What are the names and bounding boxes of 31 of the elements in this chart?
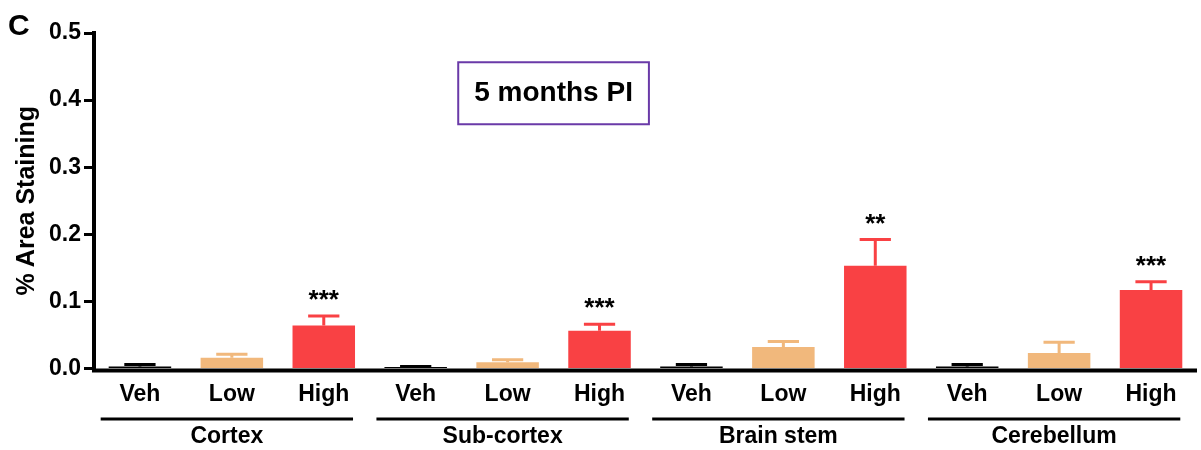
y-tick-label: 0.5 (48, 18, 82, 45)
x-tick-label: High (573, 379, 626, 406)
y-tick-label: 0.1 (48, 286, 82, 313)
x-tick-label: Veh (946, 379, 988, 406)
y-tick-label: 0.0 (48, 353, 81, 380)
x-tick-label: Low (1036, 379, 1083, 406)
x-tick-label: Veh (670, 379, 712, 406)
x-tick-label: High (298, 379, 350, 406)
x-tick-label: High (849, 379, 901, 406)
text: Brain stem (718, 421, 838, 448)
x-tick-label: Low (760, 379, 807, 406)
y-tick-label: 0.4 (48, 85, 82, 112)
text: Cortex (190, 421, 264, 448)
y-axis-title: % Area Staining (10, 106, 39, 296)
bar (200, 357, 264, 368)
text: Sub-cortex (442, 421, 563, 448)
text: Cerebellum (991, 421, 1117, 448)
x-tick-label: Veh (119, 379, 161, 406)
text: C (8, 8, 30, 42)
x-tick-label: Low (208, 379, 255, 406)
text: 5 months PI (474, 76, 633, 108)
data-label: *** (1135, 250, 1168, 281)
bar (476, 362, 539, 368)
x-tick-label: Veh (395, 379, 437, 406)
y-tick-label: 0.2 (48, 219, 81, 246)
data-label: *** (584, 292, 616, 323)
data-label: ** (865, 207, 887, 238)
y-tick-label: 0.3 (48, 152, 81, 179)
x-tick-label: Low (484, 379, 531, 406)
data-label: *** (308, 284, 340, 315)
x-tick-label: High (1125, 379, 1177, 406)
